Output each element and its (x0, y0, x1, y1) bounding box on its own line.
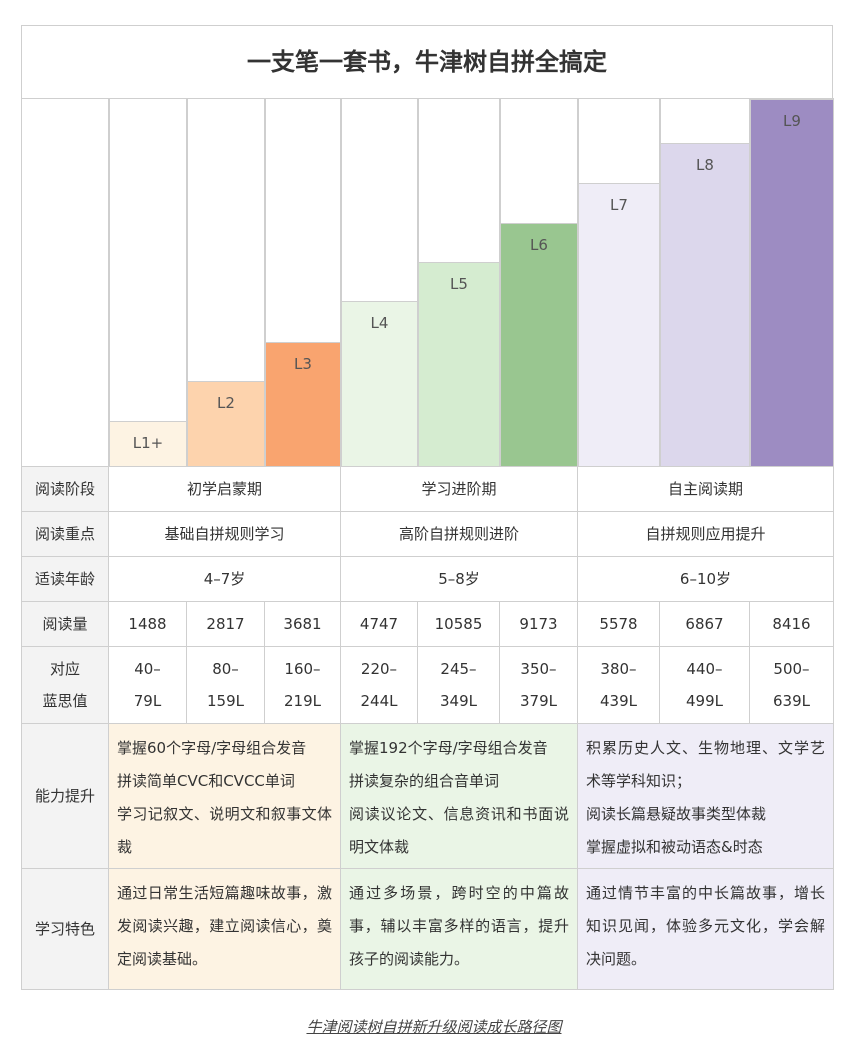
lexile-line: 219L (284, 692, 321, 710)
level-label: L8 (696, 156, 714, 174)
lexile-line: 439L (600, 692, 637, 710)
level-label: L3 (294, 355, 312, 373)
level-bar: L8 (660, 143, 750, 467)
lexile-line: 350– (520, 660, 557, 678)
ability-line: 掌握192个字母/字母组合发音 (349, 739, 548, 757)
ability-line: 阅读长篇悬疑故事类型体裁 (586, 805, 767, 823)
ability-cell: 掌握60个字母/字母组合发音 拼读简单CVC和CVCC单词学习记叙文、说明文和叙事… (108, 723, 341, 869)
level-bar: L5 (418, 262, 500, 467)
cell: 220– 244L (340, 646, 418, 724)
age-cell: 4–7岁 (108, 556, 341, 602)
lexile-line: 159L (207, 692, 244, 710)
row-label: 阅读阶段 (21, 466, 109, 512)
row-label: 适读年龄 (21, 556, 109, 602)
lexile-line: 379L (520, 692, 557, 710)
level-bar: L2 (187, 381, 265, 467)
lexile-line: 244L (360, 692, 398, 710)
lexile-line: 79L (133, 692, 162, 710)
row-label: 学习特色 (21, 868, 109, 990)
focus-cell: 高阶自拼规则进阶 (340, 511, 578, 557)
lexile-line: 500– (773, 660, 810, 678)
level-label: L5 (450, 275, 468, 293)
level-bar: L3 (265, 342, 341, 467)
cell: 8416 (749, 601, 834, 647)
ability-line: 拼读简单CVC和CVCC单词 (117, 772, 295, 790)
cell: 500– 639L (749, 646, 834, 724)
caption: 牛津阅读树自拼新升级阅读成长路径图 (306, 1017, 562, 1036)
focus-cell: 自拼规则应用提升 (577, 511, 834, 557)
lexile-line: 639L (773, 692, 810, 710)
row-label-line: 对应 (49, 660, 80, 678)
cell: 5578 (577, 601, 660, 647)
ability-line: 掌握60个字母/字母组合发音 (117, 739, 307, 757)
title: 一支笔一套书，牛津树自拼全搞定 (21, 25, 833, 99)
lexile-line: 440– (686, 660, 723, 678)
ability-line: 掌握虚拟和被动语态&时态 (586, 838, 763, 856)
age-cell: 5–8岁 (340, 556, 578, 602)
level-bar: L1+ (109, 421, 187, 467)
feature-cell: 通过日常生活短篇趣味故事，激发阅读兴趣，建立阅读信心，奠定阅读基础。 (108, 868, 341, 990)
lexile-line: 220– (360, 660, 398, 678)
row-label: 阅读重点 (21, 511, 109, 557)
ability-line: 拼读复杂的组合音单词 (349, 772, 500, 790)
level-label: L6 (530, 236, 548, 254)
feature-cell: 通过情节丰富的中长篇故事，增长知识见闻，体验多元文化，学会解决问题。 (577, 868, 834, 990)
level-bar: L6 (500, 223, 578, 467)
cell: 380– 439L (577, 646, 660, 724)
row-label: 能力提升 (21, 723, 109, 869)
cell: 440– 499L (659, 646, 750, 724)
row-label: 阅读量 (21, 601, 109, 647)
ability-line: 学习记叙文、说明文和叙事文体裁 (117, 805, 332, 856)
level-label: L4 (370, 314, 389, 332)
level-label: L7 (610, 196, 628, 214)
cell: 3681 (264, 601, 341, 647)
lexile-line: 245– (440, 660, 477, 678)
stage-cell: 自主阅读期 (577, 466, 834, 512)
cell: 6867 (659, 601, 750, 647)
ability-line: 积累历史人文、生物地理、文学艺术等学科知识； (586, 739, 825, 790)
cell: 9173 (499, 601, 578, 647)
lexile-line: 380– (600, 660, 637, 678)
cell: 1488 (108, 601, 187, 647)
lexile-line: 160– (284, 660, 321, 678)
lexile-line: 499L (686, 692, 723, 710)
level-label: L2 (217, 394, 235, 412)
level-bar: L9 (750, 99, 834, 467)
cell: 10585 (417, 601, 500, 647)
focus-cell: 基础自拼规则学习 (108, 511, 341, 557)
stage-cell: 初学启蒙期 (108, 466, 341, 512)
cell: 80– 159L (186, 646, 265, 724)
ability-cell: 掌握192个字母/字母组合发音 拼读复杂的组合音单词阅读议论文、信息资讯和书面说明… (340, 723, 578, 869)
ability-cell: 积累历史人文、生物地理、文学艺术等学科知识； 阅读长篇悬疑故事类型体裁 掌握虚拟和被… (577, 723, 834, 869)
cell: 4747 (340, 601, 418, 647)
level-label: L9 (783, 112, 801, 130)
cell: 350– 379L (499, 646, 578, 724)
level-bar: L7 (578, 183, 660, 467)
level-label: L1+ (132, 434, 164, 452)
lexile-line: 80– (212, 660, 239, 678)
row-label-line: 蓝思值 (42, 692, 88, 710)
cell: 245– 349L (417, 646, 500, 724)
age-cell: 6–10岁 (577, 556, 834, 602)
ability-line: 阅读议论文、信息资讯和书面说明文体裁 (349, 805, 569, 856)
lexile-line: 40– (134, 660, 161, 678)
level-bar: L4 (341, 301, 418, 467)
feature-cell: 通过多场景，跨时空的中篇故事，辅以丰富多样的语言，提升孩子的阅读能力。 (340, 868, 578, 990)
cell: 2817 (186, 601, 265, 647)
column-line (108, 98, 110, 467)
row-label: 对应 蓝思值 (21, 646, 109, 724)
cell: 40– 79L (108, 646, 187, 724)
stage-cell: 学习进阶期 (340, 466, 578, 512)
cell: 160– 219L (264, 646, 341, 724)
lexile-line: 349L (440, 692, 477, 710)
